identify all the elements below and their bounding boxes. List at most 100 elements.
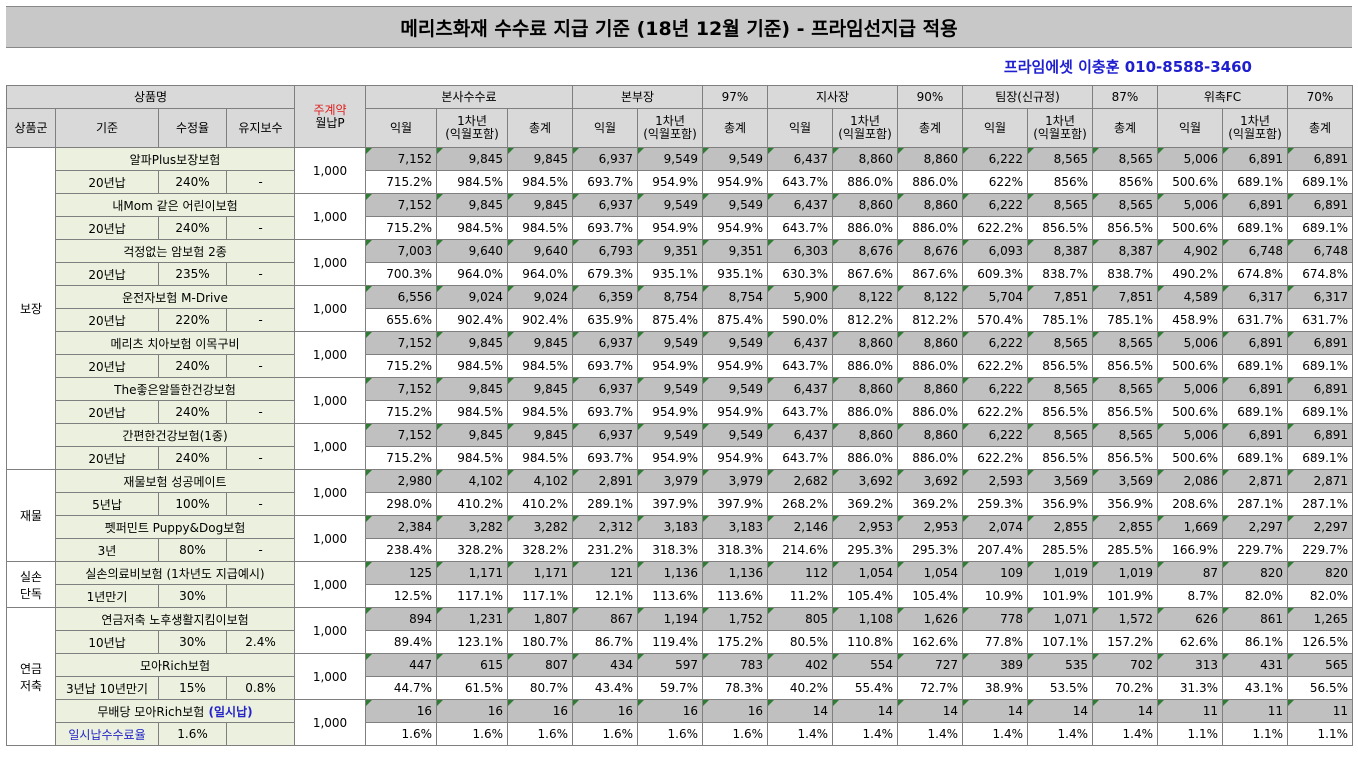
commission-amount: 8,565 xyxy=(1027,331,1093,355)
commission-percent: 55.4% xyxy=(832,676,898,700)
product-basis: 20년납 xyxy=(55,170,159,194)
commission-percent: 689.1% xyxy=(1222,216,1288,240)
commission-amount: 7,152 xyxy=(365,377,437,401)
commission-amount: 8,676 xyxy=(897,239,963,263)
commission-percent: 964.0% xyxy=(436,262,508,286)
commission-percent: 268.2% xyxy=(767,492,833,516)
commission-amount: 9,351 xyxy=(702,239,768,263)
product-maintenance: - xyxy=(226,446,295,470)
table-row: 간편한건강보험(1종) 1,000 7,152 9,845 9,845 6,937 9,54… xyxy=(7,423,1353,470)
commission-amount: 1,626 xyxy=(897,607,963,631)
table-row: 내Mom 같은 어린이보험 1,000 7,152 9,845 9,845 6,937 9,… xyxy=(7,193,1353,240)
product-maintenance: - xyxy=(226,354,295,378)
product-basis: 10년납 xyxy=(55,630,159,654)
commission-percent: 700.3% xyxy=(365,262,437,286)
commission-amount: 3,569 xyxy=(1027,469,1093,493)
commission-amount: 1,265 xyxy=(1287,607,1353,631)
commission-amount: 16 xyxy=(507,699,573,723)
category-label: 연금 xyxy=(19,661,43,676)
product-rate: 240% xyxy=(158,400,227,424)
commission-percent: 1.6% xyxy=(572,722,638,746)
commission-amount: 6,891 xyxy=(1222,377,1288,401)
commission-percent: 689.1% xyxy=(1287,400,1353,424)
category-cell: 재물 xyxy=(6,469,56,562)
commission-amount: 14 xyxy=(897,699,963,723)
product-maintenance: 0.8% xyxy=(226,676,295,700)
commission-percent: 162.6% xyxy=(897,630,963,654)
header-col-month: 익월 xyxy=(767,108,833,148)
commission-percent: 902.4% xyxy=(507,308,573,332)
product-name: 메리츠 치아보험 이목구비 xyxy=(55,331,295,355)
commission-amount: 2,871 xyxy=(1222,469,1288,493)
table-row: 20년납 240% -715.2% 984.5% 984.5% 693.7% 954.9% 9… xyxy=(7,170,1353,194)
commission-percent: 1.4% xyxy=(832,722,898,746)
table-row: 1년만기 30% 12.5% 117.1% 117.1% 12.1% 113.6% 113.6… xyxy=(7,584,1353,608)
commission-amount: 11 xyxy=(1157,699,1223,723)
commission-percent: 570.4% xyxy=(962,308,1028,332)
commission-amount: 3,692 xyxy=(832,469,898,493)
monthly-premium: 1,000 xyxy=(294,607,366,654)
commission-percent: 166.9% xyxy=(1157,538,1223,562)
commission-percent: 318.3% xyxy=(637,538,703,562)
commission-percent: 630.3% xyxy=(767,262,833,286)
commission-percent: 886.0% xyxy=(897,400,963,424)
commission-amount: 1,054 xyxy=(832,561,898,585)
header-group-fc: 위촉FC xyxy=(1157,85,1288,109)
commission-percent: 689.1% xyxy=(1287,446,1353,470)
monthly-premium: 1,000 xyxy=(294,699,366,746)
commission-percent: 80.7% xyxy=(507,676,573,700)
commission-amount: 1,136 xyxy=(702,561,768,585)
product-name-text: 펫퍼민트 Puppy&Dog보험 xyxy=(104,520,246,535)
commission-amount: 2,682 xyxy=(767,469,833,493)
commission-percent: 105.4% xyxy=(832,584,898,608)
commission-amount: 9,549 xyxy=(637,193,703,217)
commission-amount: 9,549 xyxy=(702,147,768,171)
product-name: 실손의료비보험 (1차년도 지급예시) xyxy=(55,561,295,585)
commission-amount: 3,569 xyxy=(1092,469,1158,493)
commission-percent: 886.0% xyxy=(832,170,898,194)
product-rate: 15% xyxy=(158,676,227,700)
commission-percent: 693.7% xyxy=(572,354,638,378)
commission-percent: 886.0% xyxy=(897,354,963,378)
header-col-total: 총계 xyxy=(897,108,963,148)
commission-percent: 397.9% xyxy=(702,492,768,516)
commission-amount: 4,902 xyxy=(1157,239,1223,263)
commission-percent: 590.0% xyxy=(767,308,833,332)
commission-percent: 689.1% xyxy=(1287,216,1353,240)
commission-amount: 11 xyxy=(1222,699,1288,723)
commission-percent: 72.7% xyxy=(897,676,963,700)
commission-percent: 856.5% xyxy=(1027,446,1093,470)
commission-percent: 285.5% xyxy=(1092,538,1158,562)
commission-amount: 6,222 xyxy=(962,377,1028,401)
commission-percent: 89.4% xyxy=(365,630,437,654)
product-rate: 1.6% xyxy=(158,722,227,746)
commission-percent: 1.1% xyxy=(1157,722,1223,746)
header-col-year1-line1: 1차년 xyxy=(457,114,487,128)
table-row: 10년납 30% 2.4% 89.4% 123.1% 180.7% 86.7% 119.4% 1… xyxy=(7,630,1353,654)
table-row: 보장 알파Plus보장보험 1,000 7,152 9,845 9,845 6,937 9,5… xyxy=(6,147,1353,470)
commission-percent: 113.6% xyxy=(702,584,768,608)
commission-amount: 8,860 xyxy=(832,193,898,217)
product-name-text: 운전자보험 M-Drive xyxy=(122,290,228,305)
table-row: 모아Rich보험 1,000 447 615 807 434 597 783 402 554 727… xyxy=(7,653,1353,700)
commission-percent: 43.4% xyxy=(572,676,638,700)
commission-percent: 689.1% xyxy=(1222,400,1288,424)
commission-percent: 856.5% xyxy=(1092,400,1158,424)
commission-amount: 8,565 xyxy=(1027,147,1093,171)
commission-percent: 631.7% xyxy=(1222,308,1288,332)
table-row: 무배당 모아Rich보험 (일시납) 1,000 16 16 16 16 16 16 14 14 1… xyxy=(7,699,1353,746)
commission-percent: 289.1% xyxy=(572,492,638,516)
commission-percent: 44.7% xyxy=(365,676,437,700)
commission-percent: 318.3% xyxy=(702,538,768,562)
commission-amount: 8,860 xyxy=(897,147,963,171)
commission-amount: 9,549 xyxy=(637,377,703,401)
commission-amount: 626 xyxy=(1157,607,1223,631)
commission-amount: 8,565 xyxy=(1027,423,1093,447)
commission-amount: 434 xyxy=(572,653,638,677)
commission-percent: 954.9% xyxy=(702,170,768,194)
commission-amount: 535 xyxy=(1027,653,1093,677)
product-maintenance: 2.4% xyxy=(226,630,295,654)
table-row: 20년납 220% -655.6% 902.4% 902.4% 635.9% 875.4% 8… xyxy=(7,308,1353,332)
commission-amount: 8,860 xyxy=(832,147,898,171)
commission-amount: 8,860 xyxy=(832,423,898,447)
